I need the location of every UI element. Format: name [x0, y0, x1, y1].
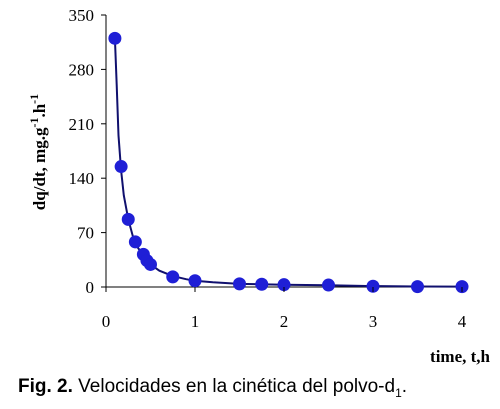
- data-point: [366, 279, 380, 293]
- figure-caption-subscript: 1: [395, 385, 402, 400]
- data-point: [128, 235, 142, 249]
- figure-caption: Fig. 2. Velocidades en la cinética del p…: [18, 376, 407, 400]
- series-line: [113, 38, 463, 288]
- data-point: [166, 270, 180, 284]
- x-tick-label: 4: [458, 312, 467, 331]
- x-tick-label: 3: [369, 312, 378, 331]
- y-tick-label: 210: [69, 115, 95, 134]
- y-tick-label: 140: [69, 169, 95, 188]
- figure-caption-text: Velocidades en la cinética del polvo-d: [72, 376, 396, 397]
- y-axis-label: dq/dt, mg.g-1.h-1: [27, 94, 49, 210]
- data-point: [277, 278, 291, 292]
- chart-curve-group: [113, 38, 463, 288]
- data-point: [144, 257, 157, 271]
- data-point: [233, 277, 246, 291]
- chart-axes: [105, 15, 462, 288]
- data-point: [121, 212, 135, 226]
- figure-caption-end: .: [401, 376, 408, 397]
- chart: 0 70 140 210 280 350 0 1 2 3 4 dq/dt, mg.g-1.h-1 t…: [27, 6, 491, 366]
- data-point: [188, 274, 202, 288]
- x-tick-label: 1: [191, 312, 200, 331]
- data-point: [255, 277, 269, 291]
- x-axis-label: time, t,h: [430, 347, 491, 366]
- x-tick-label: 0: [102, 312, 111, 331]
- chart-ticks-group: 0 70 140 210 280 350 0 1 2 3 4: [69, 6, 467, 331]
- y-tick-label: 0: [86, 278, 95, 297]
- data-point: [455, 280, 469, 294]
- y-tick-label: 70: [77, 224, 94, 243]
- chart-points-group: [108, 31, 469, 294]
- data-point: [114, 160, 128, 174]
- data-point: [411, 280, 424, 294]
- figure-caption-label: Fig. 2.: [18, 376, 73, 397]
- data-point: [108, 31, 122, 45]
- y-tick-label: 350: [69, 6, 95, 25]
- y-tick-label: 280: [69, 60, 95, 79]
- x-tick-label: 2: [280, 312, 289, 331]
- data-point: [322, 278, 335, 292]
